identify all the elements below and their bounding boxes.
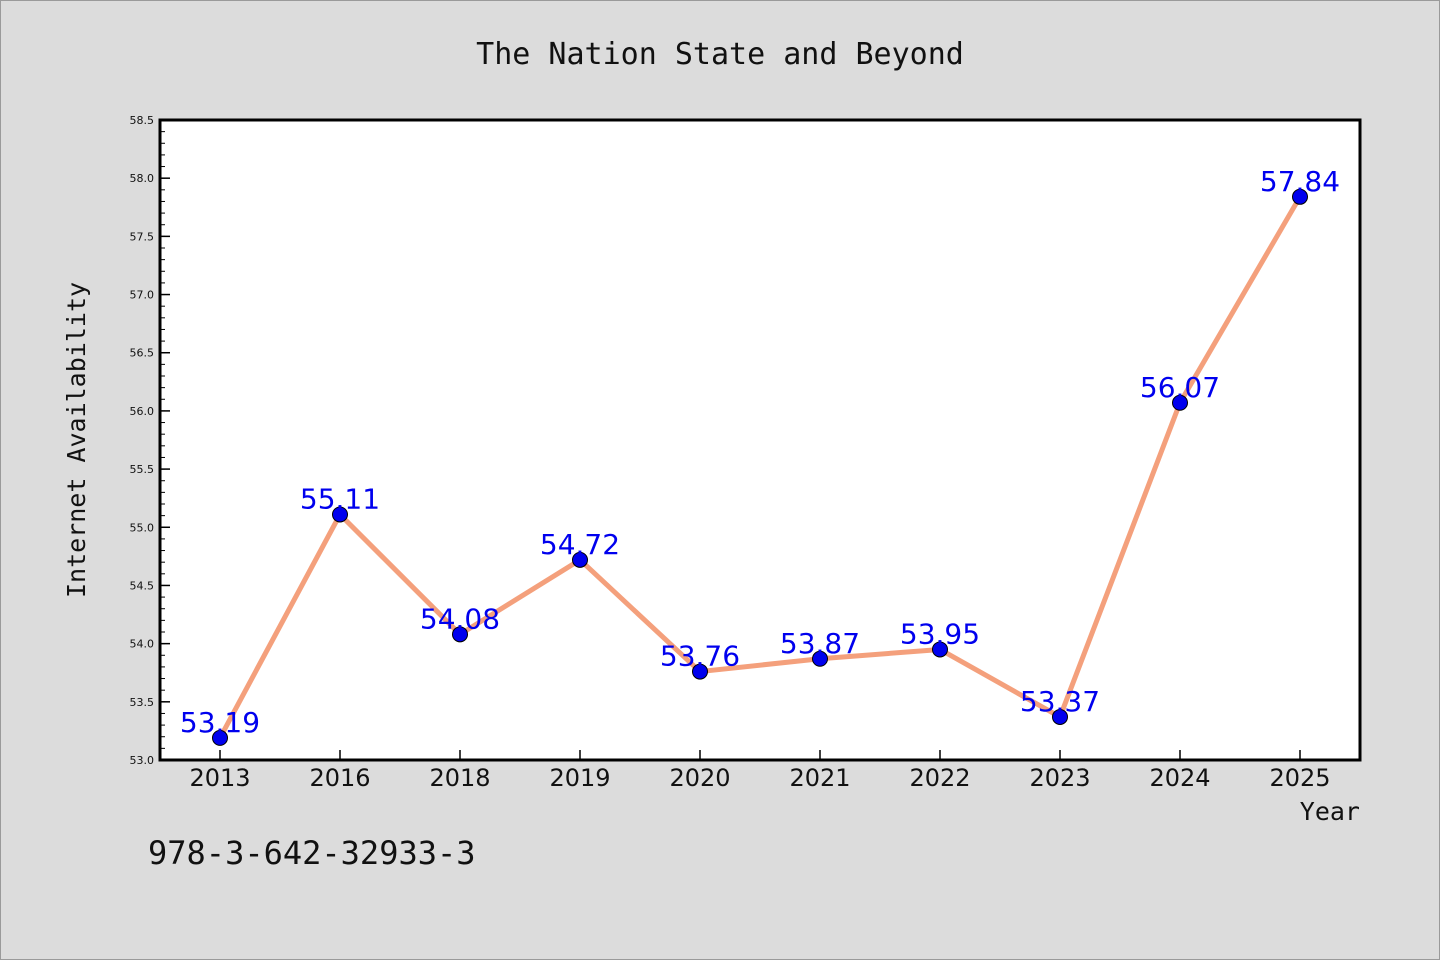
data-point bbox=[692, 663, 708, 680]
data-labels: 53.19 55.11 54.08 54.72 53.76 53.87 53.95 53.37… bbox=[180, 165, 1340, 739]
isbn-annotation: 978-3-642-32933-3 bbox=[148, 834, 476, 872]
x-tick-label: 2025 bbox=[1269, 764, 1330, 792]
y-tick-label: 53.0 bbox=[130, 754, 155, 767]
x-tick-label: 2018 bbox=[429, 764, 490, 792]
y-tick-label: 56.5 bbox=[130, 347, 155, 360]
data-point bbox=[1292, 188, 1308, 205]
y-tick-label: 53.5 bbox=[130, 696, 155, 709]
data-point bbox=[1172, 394, 1188, 411]
x-tick-label: 2020 bbox=[669, 764, 730, 792]
series-markers bbox=[212, 188, 1308, 746]
x-tick-label: 2024 bbox=[1149, 764, 1210, 792]
y-axis-label: Internet Availability bbox=[62, 282, 91, 598]
y-tick-label: 56.0 bbox=[130, 405, 155, 418]
x-tick-label: 2023 bbox=[1029, 764, 1090, 792]
series-line bbox=[217, 194, 1303, 741]
y-tick-label: 54.5 bbox=[130, 579, 155, 592]
plot-area bbox=[158, 118, 1362, 762]
data-point bbox=[452, 626, 468, 643]
x-tick-label: 2021 bbox=[789, 764, 850, 792]
data-label: 54.72 bbox=[540, 528, 620, 561]
data-point bbox=[212, 729, 228, 746]
y-tick-label: 54.0 bbox=[130, 638, 155, 651]
y-axis-ticks: 53.0 53.5 54.0 54.5 55.0 55.5 56.0 56.5 57.0 57.5… bbox=[130, 114, 170, 767]
data-label: 56.07 bbox=[1140, 371, 1220, 404]
data-label: 53.19 bbox=[180, 706, 260, 739]
data-label: 53.76 bbox=[660, 640, 740, 673]
data-point bbox=[572, 551, 588, 568]
data-label: 53.37 bbox=[1020, 685, 1100, 718]
y-tick-label: 55.5 bbox=[130, 463, 155, 476]
x-tick-label: 2019 bbox=[549, 764, 610, 792]
x-tick-label: 2013 bbox=[189, 764, 250, 792]
data-point bbox=[1052, 708, 1068, 725]
y-tick-label: 58.5 bbox=[130, 114, 155, 127]
data-label: 53.95 bbox=[900, 617, 980, 650]
data-label: 55.11 bbox=[300, 482, 380, 515]
data-label: 57.84 bbox=[1260, 165, 1340, 198]
y-tick-label: 57.5 bbox=[130, 230, 155, 243]
data-point bbox=[812, 650, 828, 667]
y-tick-label: 58.0 bbox=[130, 172, 155, 185]
y-axis-minor-ticks bbox=[160, 119, 165, 761]
data-label: 54.08 bbox=[420, 602, 500, 635]
data-label: 53.87 bbox=[780, 627, 860, 660]
y-tick-label: 55.0 bbox=[130, 521, 155, 534]
x-axis-ticks: 2013 2016 2018 2019 2020 2021 2022 2023 2024 2025 bbox=[189, 750, 1331, 792]
data-point bbox=[932, 641, 948, 658]
x-axis-label: Year bbox=[1300, 797, 1360, 826]
data-point bbox=[332, 506, 348, 523]
chart-title: The Nation State and Beyond bbox=[476, 37, 964, 72]
x-tick-label: 2022 bbox=[909, 764, 970, 792]
x-tick-label: 2016 bbox=[309, 764, 370, 792]
y-tick-label: 57.0 bbox=[130, 289, 155, 302]
